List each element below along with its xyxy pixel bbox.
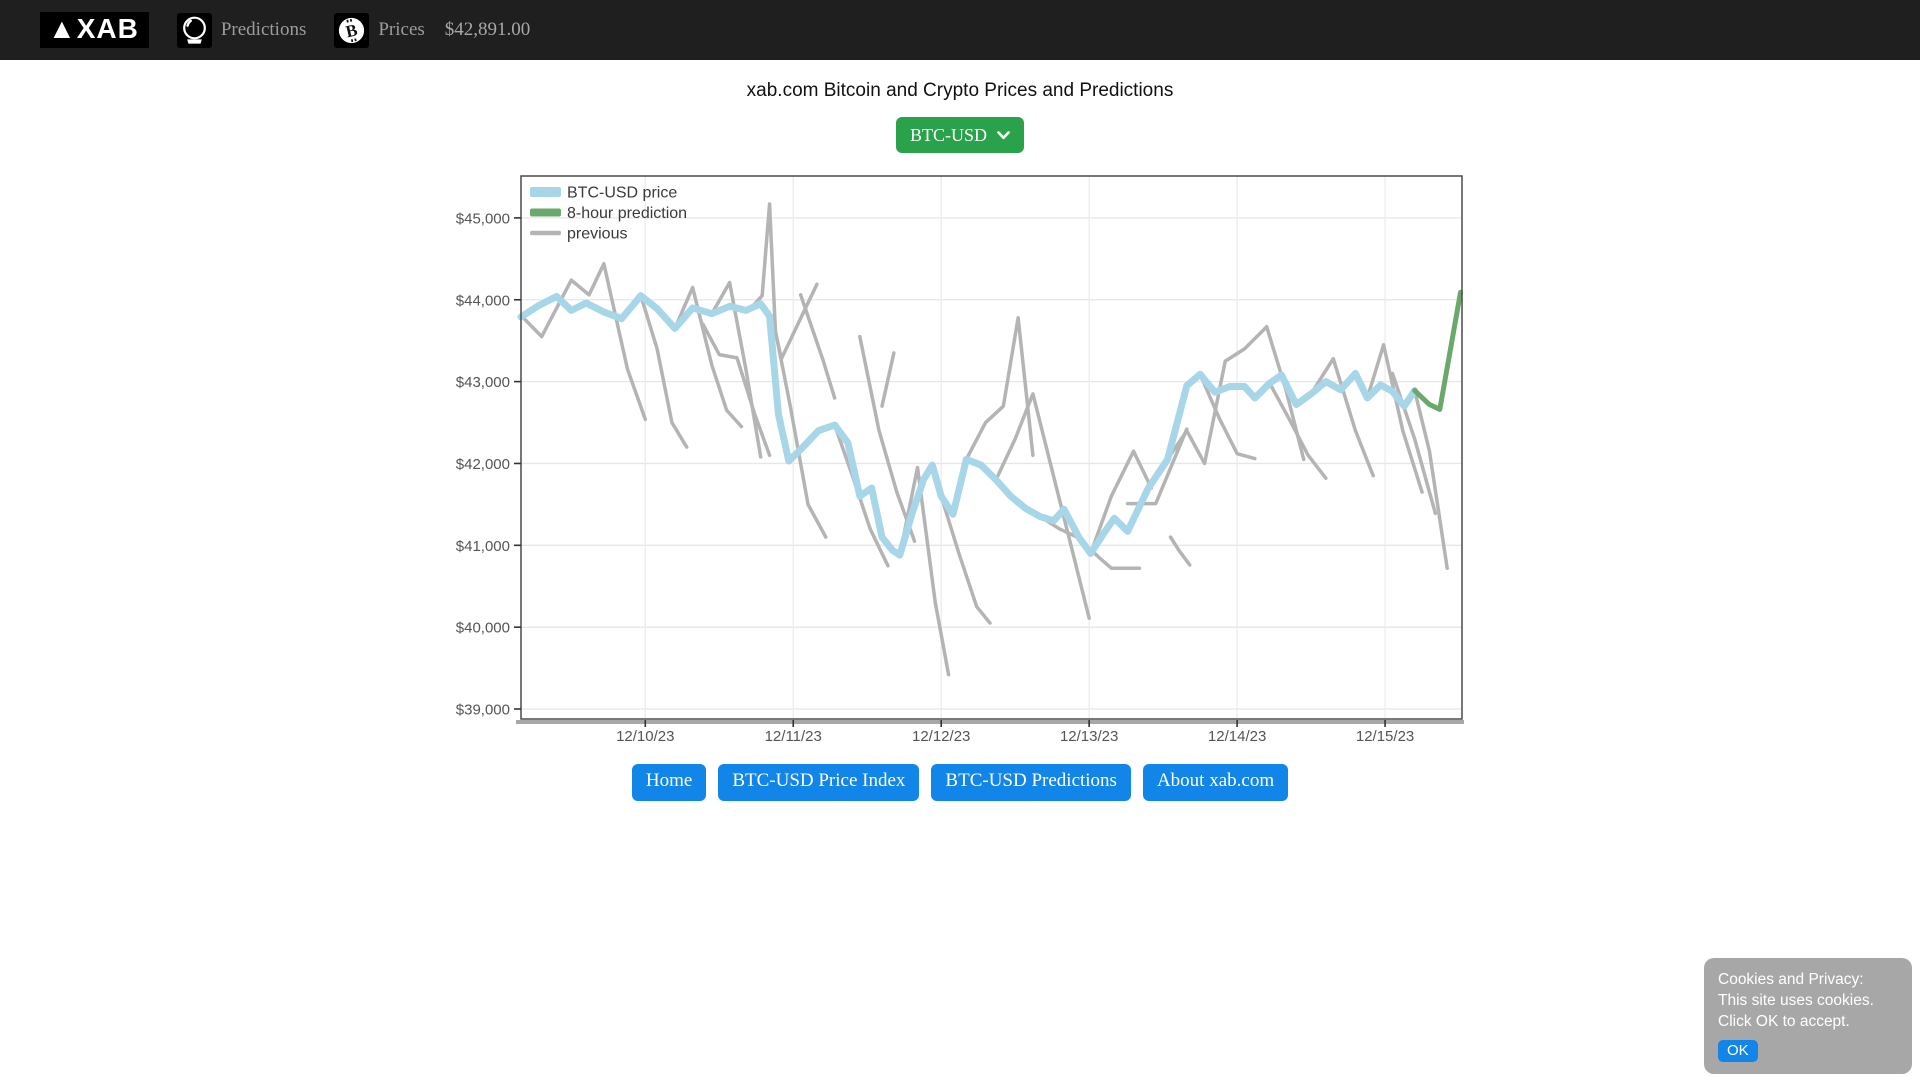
- svg-text:12/13/23: 12/13/23: [1059, 728, 1117, 745]
- nav-link-prices[interactable]: B Prices: [334, 12, 425, 48]
- home-button[interactable]: Home: [631, 764, 707, 801]
- top-nav: ▲XAB Predictions B Pri: [0, 0, 1920, 60]
- predictions-button[interactable]: BTC-USD Predictions: [931, 764, 1131, 801]
- svg-text:B: B: [344, 20, 359, 41]
- svg-text:12/11/23: 12/11/23: [764, 728, 821, 745]
- crystal-ball-icon: [176, 12, 212, 48]
- svg-text:$40,000: $40,000: [455, 620, 509, 637]
- site-logo-text: ▲XAB: [48, 13, 139, 44]
- cookie-notice: Cookies and Privacy: This site uses cook…: [1704, 958, 1912, 1074]
- price-chart: $39,000 $40,000 $41,000 $42,000 $43,000 $44,0…: [455, 175, 1464, 745]
- svg-text:$41,000: $41,000: [455, 538, 509, 555]
- svg-text:$44,000: $44,000: [455, 292, 509, 309]
- page-title: xab.com Bitcoin and Crypto Prices and Pr…: [746, 80, 1174, 101]
- chevron-down-icon: [997, 130, 1010, 139]
- cookie-text-line: Cookies and Privacy:: [1718, 971, 1864, 989]
- svg-text:BTC-USD price: BTC-USD price: [567, 185, 677, 202]
- svg-text:$43,000: $43,000: [455, 374, 509, 391]
- pair-select-value: BTC-USD: [909, 124, 987, 145]
- cookie-text-line: Click OK to accept.: [1718, 1013, 1850, 1031]
- chart-container: $39,000 $40,000 $41,000 $42,000 $43,000 $44,0…: [453, 175, 1468, 755]
- current-price: $42,891.00: [444, 19, 531, 40]
- footer-nav: Home BTC-USD Price Index BTC-USD Predict…: [0, 764, 1920, 801]
- cookie-text-line: This site uses cookies.: [1718, 992, 1874, 1010]
- site-logo[interactable]: ▲XAB: [40, 12, 149, 48]
- svg-text:8-hour prediction: 8-hour prediction: [567, 205, 687, 222]
- svg-text:previous: previous: [567, 226, 627, 243]
- about-button[interactable]: About xab.com: [1142, 764, 1289, 801]
- svg-text:$42,000: $42,000: [455, 456, 509, 473]
- price-index-button[interactable]: BTC-USD Price Index: [718, 764, 920, 801]
- svg-text:12/12/23: 12/12/23: [911, 728, 969, 745]
- svg-text:$39,000: $39,000: [455, 702, 509, 719]
- nav-link-label: Prices: [378, 19, 425, 40]
- svg-text:12/14/23: 12/14/23: [1207, 728, 1265, 745]
- svg-text:12/10/23: 12/10/23: [616, 728, 674, 745]
- cookie-ok-button[interactable]: OK: [1718, 1040, 1758, 1062]
- nav-link-predictions[interactable]: Predictions: [176, 12, 307, 48]
- bitcoin-icon: B: [334, 12, 370, 48]
- svg-text:$45,000: $45,000: [455, 210, 509, 227]
- svg-text:12/15/23: 12/15/23: [1355, 728, 1413, 745]
- nav-link-label: Predictions: [220, 19, 307, 40]
- pair-select[interactable]: BTC-USD: [895, 117, 1024, 153]
